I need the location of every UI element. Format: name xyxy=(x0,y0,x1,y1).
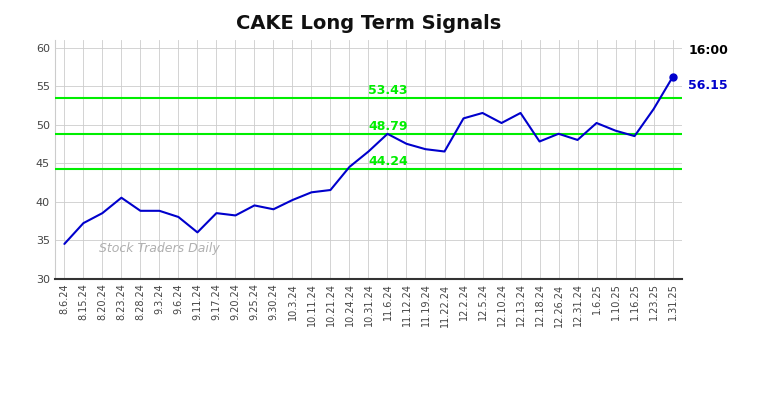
Text: 53.43: 53.43 xyxy=(368,84,408,97)
Text: Stock Traders Daily: Stock Traders Daily xyxy=(99,242,220,255)
Text: 16:00: 16:00 xyxy=(688,43,728,57)
Title: CAKE Long Term Signals: CAKE Long Term Signals xyxy=(236,14,501,33)
Text: 56.15: 56.15 xyxy=(688,79,728,92)
Text: 44.24: 44.24 xyxy=(368,155,408,168)
Text: 48.79: 48.79 xyxy=(368,120,408,133)
